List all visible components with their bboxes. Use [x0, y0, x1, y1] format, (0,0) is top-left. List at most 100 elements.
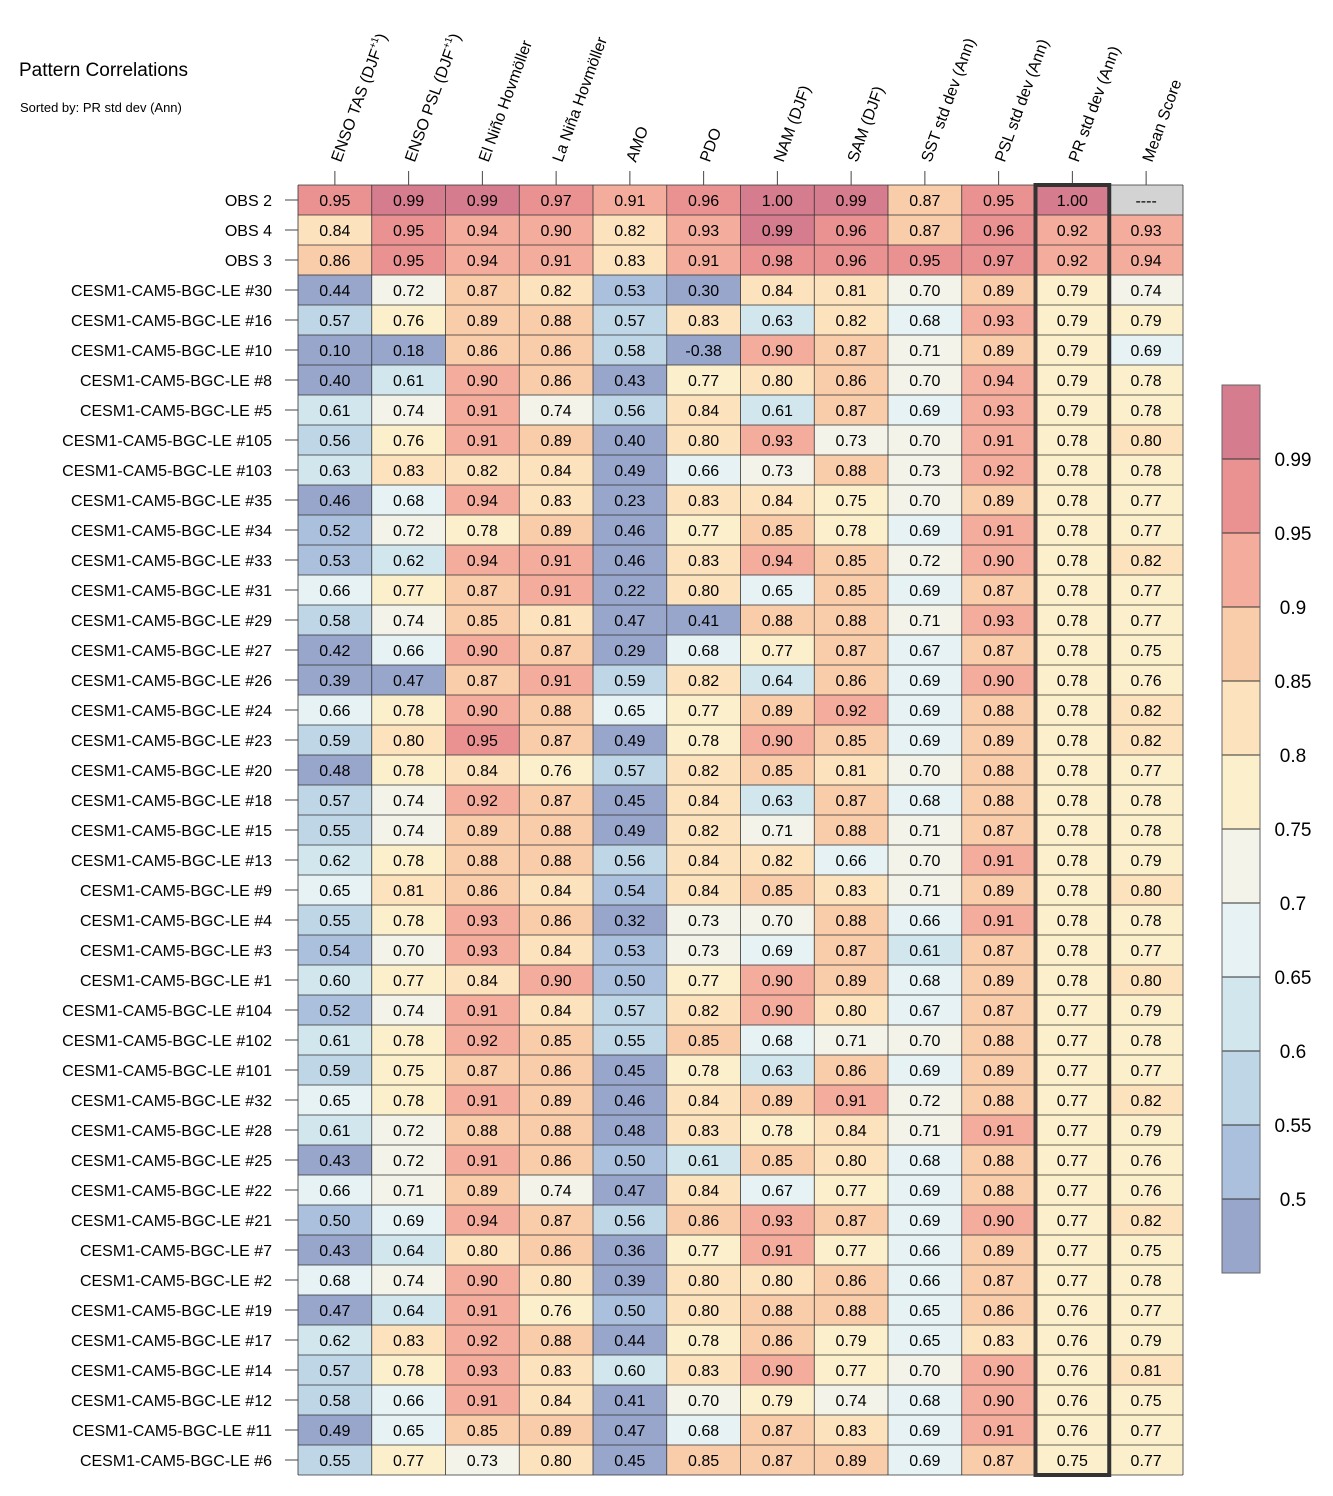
cell-value: 0.77: [1131, 1063, 1162, 1080]
heatmap-cell: [814, 845, 888, 875]
cell-value: 0.77: [1131, 523, 1162, 540]
heatmap-cell: [298, 1265, 372, 1295]
cell-value: 0.89: [467, 1183, 498, 1200]
cell-value: 0.78: [393, 1033, 424, 1050]
heatmap-cell: [1109, 545, 1183, 575]
cell-value: 0.80: [467, 1243, 498, 1260]
heatmap-cell: [814, 665, 888, 695]
heatmap-cell: [445, 575, 520, 605]
cell-value: 0.83: [836, 883, 867, 900]
cell-value: 0.40: [614, 433, 645, 450]
heatmap-cell: [1109, 1415, 1183, 1445]
heatmap-cell: [666, 275, 741, 305]
heatmap-cell: [666, 695, 741, 725]
heatmap-cell: [593, 785, 667, 815]
cell-value: 0.96: [836, 223, 867, 240]
heatmap-cell: [445, 1355, 520, 1385]
heatmap-cell: [371, 875, 446, 905]
cell-value: 0.75: [1131, 1393, 1162, 1410]
heatmap-cell: [666, 245, 741, 275]
heatmap-cell: [961, 575, 1036, 605]
cell-value: 0.78: [393, 703, 424, 720]
cell-value: 0.77: [1057, 1033, 1088, 1050]
heatmap-cell: [371, 665, 446, 695]
column-label-amo: AMO: [624, 124, 652, 164]
column-label-sst-std-dev-ann: SST std dev (Ann): [919, 36, 980, 164]
cell-value: 0.83: [688, 1363, 719, 1380]
cell-value: 0.77: [1131, 493, 1162, 510]
cell-value: 0.95: [983, 193, 1014, 210]
column-label-psl-std-dev-ann: PSL std dev (Ann): [992, 37, 1052, 164]
heatmap-cell: [593, 1205, 667, 1235]
heatmap-cell: [1035, 455, 1110, 485]
heatmap-cell: [371, 935, 446, 965]
cell-value: 0.76: [541, 1303, 572, 1320]
row-label: CESM1-CAM5-BGC-LE #15: [71, 823, 272, 840]
row-label: CESM1-CAM5-BGC-LE #32: [71, 1093, 272, 1110]
heatmap-cell: [961, 695, 1036, 725]
heatmap-cell: [298, 1025, 372, 1055]
heatmap-cell: [1035, 395, 1110, 425]
cell-value: 0.68: [393, 493, 424, 510]
cell-value: 0.89: [762, 1093, 793, 1110]
cell-value: 0.78: [1057, 703, 1088, 720]
heatmap-cell: [1109, 1325, 1183, 1355]
heatmap-cell: [445, 1025, 520, 1055]
heatmap-cell: [445, 1295, 520, 1325]
heatmap-cell: [1109, 455, 1183, 485]
cell-value: 0.64: [393, 1243, 424, 1260]
cell-value: 0.94: [467, 223, 498, 240]
heatmap-cell: [740, 215, 815, 245]
heatmap-cell: [814, 1175, 888, 1205]
cell-value: 0.90: [762, 733, 793, 750]
row-labels: OBS 2 OBS 4 OBS 3 CESM1-CAM5-BGC-LE #30 CESM…: [62, 193, 298, 1470]
cell-value: 0.77: [1131, 763, 1162, 780]
cell-value: 0.47: [393, 673, 424, 690]
colorbar: 0.5 0.55 0.6 0.65 0.7 0.75 0.8 0.85 0.9 0.95 0.99: [1221, 384, 1311, 1274]
heatmap-cell: [740, 1085, 815, 1115]
heatmap-cell: [888, 365, 962, 395]
cell-value: 0.66: [836, 853, 867, 870]
cell-value: 0.61: [393, 373, 424, 390]
cell-value: 0.87: [983, 583, 1014, 600]
colorbar-tick-label: 0.8: [1280, 746, 1306, 767]
heatmap-cell: [1035, 515, 1110, 545]
heatmap-cell: [1109, 1055, 1183, 1085]
heatmap-cell: [445, 845, 520, 875]
heatmap-cell: [371, 455, 446, 485]
cell-value: 0.83: [614, 253, 645, 270]
cell-value: 0.83: [688, 1123, 719, 1140]
row-label: OBS 2: [225, 193, 272, 210]
cell-value: 0.74: [393, 403, 424, 420]
heatmap-cell: [814, 965, 888, 995]
heatmap-cell: [961, 365, 1036, 395]
heatmap-cell: [740, 875, 815, 905]
cell-value: 0.64: [762, 673, 793, 690]
column-label-el-ni-o-hovm-ller: El Niño Hovmöller: [476, 38, 536, 165]
heatmap-cell: [1109, 1175, 1183, 1205]
cell-value: 0.65: [614, 703, 645, 720]
cell-value: 0.74: [393, 613, 424, 630]
chart-subtitle: Sorted by: PR std dev (Ann): [20, 100, 182, 115]
heatmap-cell: [740, 1235, 815, 1265]
heatmap-cell: [1035, 875, 1110, 905]
cell-value: 0.87: [836, 1213, 867, 1230]
heatmap-cell: [666, 905, 741, 935]
cell-value: 0.75: [836, 493, 867, 510]
heatmap-cell: [666, 1325, 741, 1355]
cell-value: 0.89: [762, 703, 793, 720]
heatmap-cell: [371, 215, 446, 245]
cell-value: 0.78: [1057, 883, 1088, 900]
cell-value: 0.55: [319, 823, 350, 840]
cell-value: 0.77: [1131, 613, 1162, 630]
cell-value: 0.79: [836, 1333, 867, 1350]
heatmap-cell: [593, 545, 667, 575]
heatmap-cell: [519, 605, 593, 635]
heatmap-cell: [371, 275, 446, 305]
cell-value: 0.78: [1057, 463, 1088, 480]
cell-value: 0.29: [614, 643, 645, 660]
cell-value: 0.77: [1057, 1213, 1088, 1230]
heatmap-cell: [445, 665, 520, 695]
heatmap-cell: [1109, 1145, 1183, 1175]
heatmap-cell: [814, 785, 888, 815]
